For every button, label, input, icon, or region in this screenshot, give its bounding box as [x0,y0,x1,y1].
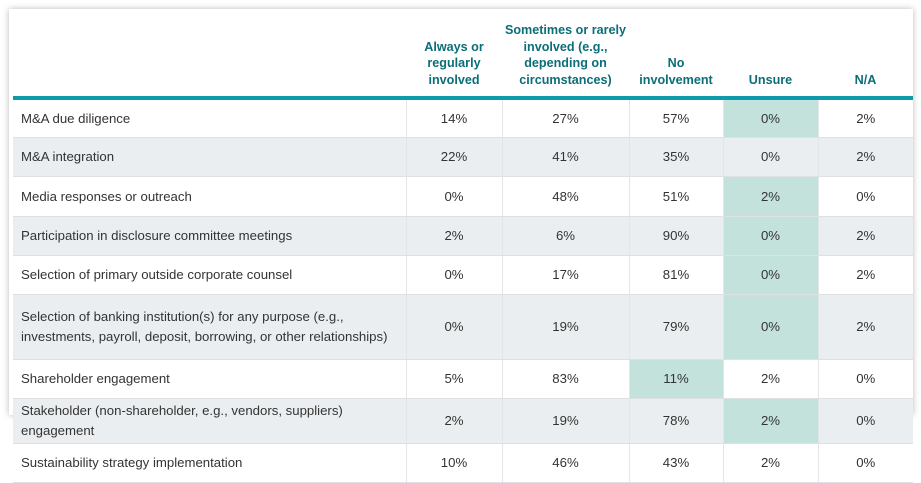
cell-na: 2% [817,137,913,177]
cell-unsure: 0% [722,294,818,360]
cell-na: 2% [817,255,913,295]
cell-na: 0% [817,398,913,444]
cell-sometimes: 17% [501,255,629,295]
table-row: Selection of banking institution(s) for … [13,294,913,360]
row-label: Sustainability strategy implementation [13,443,406,483]
cell-na: 0% [817,359,913,399]
cell-unsure: 2% [722,443,818,483]
cell-sometimes: 46% [501,443,629,483]
cell-na: 2% [817,98,913,138]
cell-always: 14% [405,98,502,138]
cell-always: 22% [405,137,502,177]
table-row: Stakeholder (non-shareholder, e.g., vend… [13,398,913,444]
table-row: M&A due diligence 14% 27% 57% 0% 2% [13,98,913,138]
cell-always: 10% [405,443,502,483]
cell-unsure: 2% [722,398,818,444]
cell-unsure: 0% [722,216,818,256]
cell-sometimes: 19% [501,398,629,444]
cell-always: 0% [405,294,502,360]
column-header-always: Always or regularly involved [406,9,502,100]
cell-always: 2% [405,398,502,444]
cell-no-involvement: 43% [628,443,723,483]
cell-na: 0% [817,176,913,217]
cell-na: 0% [817,443,913,483]
row-label: M&A due diligence [13,98,406,138]
table-row: Sustainability strategy implementation 1… [13,443,913,483]
cell-na: 2% [817,294,913,360]
cell-sometimes: 19% [501,294,629,360]
cell-no-involvement: 35% [628,137,723,177]
cell-no-involvement: 90% [628,216,723,256]
cell-no-involvement: 78% [628,398,723,444]
cell-unsure: 0% [722,98,818,138]
cell-always: 2% [405,216,502,256]
cell-sometimes: 48% [501,176,629,217]
table-row: Participation in disclosure committee me… [13,216,913,256]
cell-unsure: 0% [722,137,818,177]
table-row: Selection of primary outside corporate c… [13,255,913,295]
row-label: M&A integration [13,137,406,177]
cell-unsure: 0% [722,255,818,295]
cell-always: 5% [405,359,502,399]
row-label: Shareholder engagement [13,359,406,399]
cell-no-involvement: 79% [628,294,723,360]
row-label: Media responses or outreach [13,176,406,217]
table-row: M&A integration 22% 41% 35% 0% 2% [13,137,913,177]
row-label: Stakeholder (non-shareholder, e.g., vend… [13,398,406,444]
cell-na: 2% [817,216,913,256]
survey-table-card: Always or regularly involved Sometimes o… [9,9,913,483]
involvement-table: Always or regularly involved Sometimes o… [13,9,913,483]
cell-always: 0% [405,255,502,295]
column-header-no-involvement: No involvement [629,9,723,100]
header-row: Always or regularly involved Sometimes o… [13,9,913,100]
cell-sometimes: 6% [501,216,629,256]
column-header-sometimes: Sometimes or rarely involved (e.g., depe… [502,9,629,100]
column-header-na: N/A [818,9,913,100]
cell-sometimes: 83% [501,359,629,399]
cell-unsure: 2% [722,176,818,217]
cell-sometimes: 27% [501,98,629,138]
table-row: Media responses or outreach 0% 48% 51% 2… [13,176,913,217]
cell-no-involvement: 81% [628,255,723,295]
cell-no-involvement: 51% [628,176,723,217]
row-label: Selection of banking institution(s) for … [13,294,406,360]
column-header-unsure: Unsure [723,9,818,100]
cell-always: 0% [405,176,502,217]
cell-sometimes: 41% [501,137,629,177]
cell-no-involvement: 57% [628,98,723,138]
cell-no-involvement: 11% [628,359,723,399]
row-label: Participation in disclosure committee me… [13,216,406,256]
table-row: Shareholder engagement 5% 83% 11% 2% 0% [13,359,913,399]
column-header-activity [13,9,406,100]
cell-unsure: 2% [722,359,818,399]
row-label: Selection of primary outside corporate c… [13,255,406,295]
